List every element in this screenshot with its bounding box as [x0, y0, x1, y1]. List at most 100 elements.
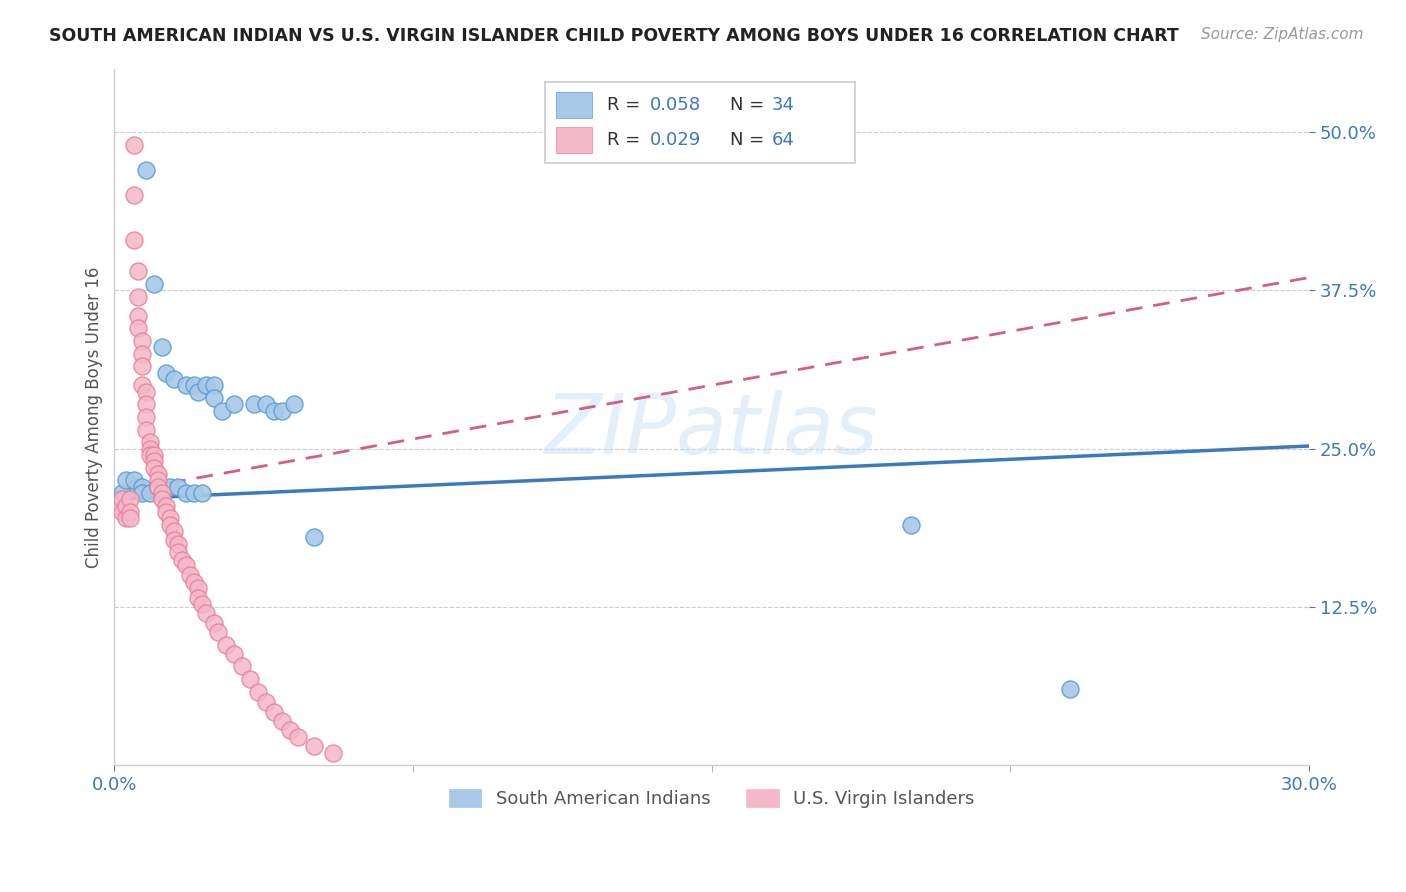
Point — [139, 442, 162, 456]
Point — [135, 384, 157, 399]
Point — [159, 511, 181, 525]
Point — [135, 397, 157, 411]
Text: SOUTH AMERICAN INDIAN VS U.S. VIRGIN ISLANDER CHILD POVERTY AMONG BOYS UNDER 16 : SOUTH AMERICAN INDIAN VS U.S. VIRGIN ISL… — [49, 27, 1180, 45]
Point — [195, 378, 218, 392]
Point — [202, 391, 225, 405]
Point — [270, 403, 292, 417]
Point — [135, 409, 157, 424]
Point — [243, 397, 266, 411]
Point — [211, 403, 233, 417]
Point — [167, 545, 190, 559]
Point — [231, 659, 253, 673]
FancyBboxPatch shape — [544, 82, 855, 162]
Point — [155, 366, 177, 380]
Text: 34: 34 — [772, 95, 794, 114]
Point — [120, 511, 142, 525]
Point — [148, 473, 170, 487]
Point — [163, 533, 186, 547]
Legend: South American Indians, U.S. Virgin Islanders: South American Indians, U.S. Virgin Isla… — [441, 781, 981, 815]
Point — [148, 479, 170, 493]
Point — [127, 321, 149, 335]
Point — [131, 334, 153, 348]
Point — [270, 714, 292, 728]
Point — [174, 378, 197, 392]
Point — [263, 705, 285, 719]
Point — [900, 517, 922, 532]
Point — [222, 397, 245, 411]
Point — [155, 499, 177, 513]
Point — [150, 486, 173, 500]
Point — [187, 591, 209, 605]
Text: R =: R = — [606, 95, 645, 114]
Point — [287, 731, 309, 745]
Point — [202, 616, 225, 631]
Point — [215, 638, 238, 652]
Point — [131, 359, 153, 374]
Point — [302, 530, 325, 544]
Point — [111, 505, 134, 519]
Point — [187, 581, 209, 595]
Text: N =: N = — [730, 95, 769, 114]
Point — [174, 558, 197, 572]
Text: 0.058: 0.058 — [650, 95, 700, 114]
Point — [183, 574, 205, 589]
Text: Source: ZipAtlas.com: Source: ZipAtlas.com — [1201, 27, 1364, 42]
Point — [302, 739, 325, 754]
FancyBboxPatch shape — [557, 127, 592, 153]
Point — [139, 435, 162, 450]
Point — [143, 454, 166, 468]
Point — [124, 233, 146, 247]
Point — [187, 384, 209, 399]
Point — [195, 606, 218, 620]
Point — [124, 473, 146, 487]
Point — [131, 346, 153, 360]
Point — [135, 162, 157, 177]
Point — [174, 486, 197, 500]
Text: R =: R = — [606, 131, 645, 149]
Point — [239, 672, 262, 686]
Point — [191, 486, 214, 500]
Point — [283, 397, 305, 411]
Point — [127, 309, 149, 323]
Point — [148, 479, 170, 493]
Point — [127, 289, 149, 303]
FancyBboxPatch shape — [557, 92, 592, 118]
Point — [120, 505, 142, 519]
Point — [155, 505, 177, 519]
Point — [254, 397, 277, 411]
Point — [159, 517, 181, 532]
Point — [111, 486, 134, 500]
Point — [159, 479, 181, 493]
Point — [150, 340, 173, 354]
Point — [207, 625, 229, 640]
Text: ZIPatlas: ZIPatlas — [546, 391, 879, 471]
Point — [246, 684, 269, 698]
Point — [278, 723, 301, 737]
Point — [139, 448, 162, 462]
Point — [254, 695, 277, 709]
Point — [167, 536, 190, 550]
Point — [131, 479, 153, 493]
Point — [191, 598, 214, 612]
Point — [163, 372, 186, 386]
Point — [143, 460, 166, 475]
Text: 0.029: 0.029 — [650, 131, 702, 149]
Point — [179, 568, 201, 582]
Point — [222, 647, 245, 661]
Point — [1059, 682, 1081, 697]
Point — [135, 423, 157, 437]
Point — [139, 486, 162, 500]
Point — [148, 467, 170, 481]
Point — [143, 448, 166, 462]
Point — [111, 492, 134, 507]
Point — [124, 137, 146, 152]
Point — [202, 378, 225, 392]
Point — [263, 403, 285, 417]
Point — [127, 264, 149, 278]
Point — [115, 511, 138, 525]
Text: N =: N = — [730, 131, 769, 149]
Point — [131, 486, 153, 500]
Point — [107, 499, 129, 513]
Point — [167, 479, 190, 493]
Y-axis label: Child Poverty Among Boys Under 16: Child Poverty Among Boys Under 16 — [86, 266, 103, 567]
